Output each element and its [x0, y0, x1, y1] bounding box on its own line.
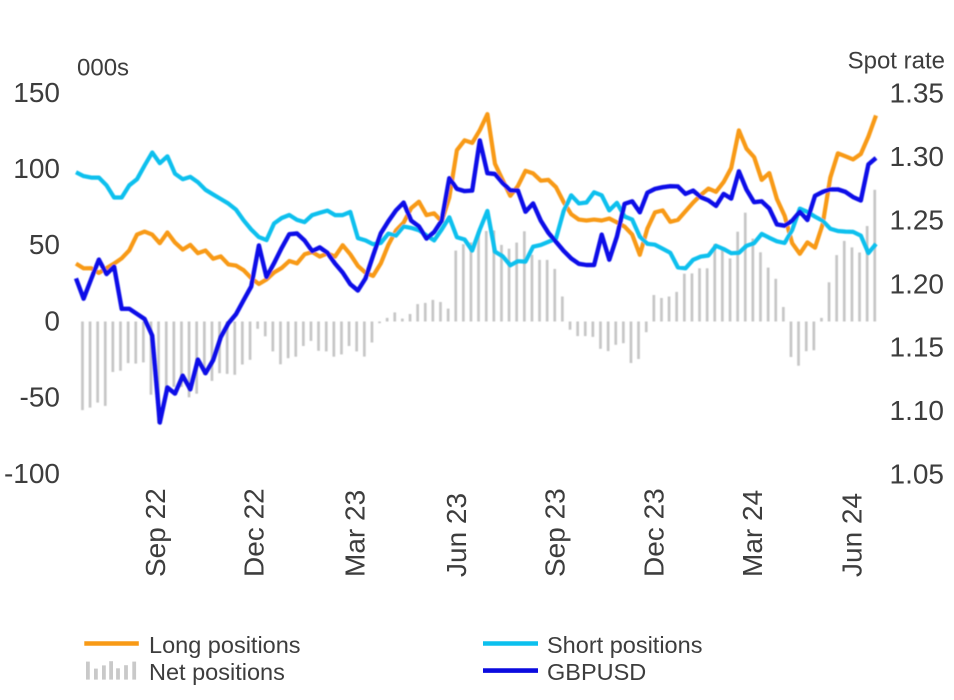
svg-text:1.20: 1.20 — [890, 268, 945, 299]
svg-text:Short positions: Short positions — [547, 632, 702, 658]
svg-text:Sep 22: Sep 22 — [140, 488, 171, 577]
svg-text:Long positions: Long positions — [149, 632, 301, 658]
svg-text:1.35: 1.35 — [890, 78, 945, 109]
svg-text:000s: 000s — [77, 55, 129, 82]
svg-text:Net positions: Net positions — [149, 659, 285, 685]
svg-text:Jun 23: Jun 23 — [441, 493, 472, 577]
svg-text:1.25: 1.25 — [890, 205, 945, 236]
svg-text:Jun 24: Jun 24 — [836, 493, 867, 577]
svg-text:1.30: 1.30 — [890, 141, 945, 172]
svg-text:Sep 23: Sep 23 — [539, 488, 570, 577]
svg-text:Spot rate: Spot rate — [848, 48, 945, 75]
svg-text:-50: -50 — [20, 382, 60, 413]
svg-text:50: 50 — [29, 229, 60, 260]
svg-text:1.15: 1.15 — [890, 332, 945, 363]
svg-text:1.05: 1.05 — [890, 458, 945, 489]
svg-text:-100: -100 — [4, 458, 60, 489]
svg-text:Dec 23: Dec 23 — [639, 488, 670, 577]
svg-text:GBPUSD: GBPUSD — [547, 659, 646, 685]
svg-text:Mar 23: Mar 23 — [340, 490, 371, 577]
svg-text:1.10: 1.10 — [890, 395, 945, 426]
svg-text:0: 0 — [44, 305, 60, 336]
svg-text:Dec 22: Dec 22 — [239, 488, 270, 577]
svg-text:Mar 24: Mar 24 — [737, 490, 768, 577]
svg-text:100: 100 — [13, 153, 60, 184]
svg-text:150: 150 — [13, 77, 60, 108]
